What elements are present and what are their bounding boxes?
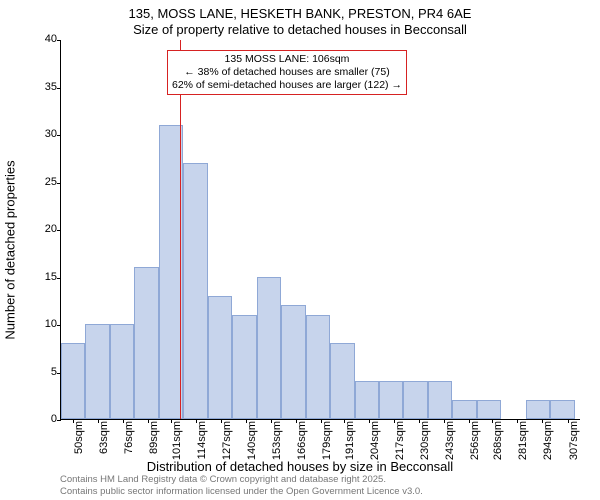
histogram-bar — [550, 400, 574, 419]
chart-title-line1: 135, MOSS LANE, HESKETH BANK, PRESTON, P… — [0, 6, 600, 21]
histogram-bar — [257, 277, 281, 420]
x-tick-label: 217sqm — [394, 419, 406, 460]
footer-line1: Contains HM Land Registry data © Crown c… — [60, 474, 423, 485]
histogram-bar — [208, 296, 232, 420]
x-tick-label: 140sqm — [246, 419, 258, 460]
chart-title-line2: Size of property relative to detached ho… — [0, 22, 600, 37]
x-tick-label: 166sqm — [296, 419, 308, 460]
y-tick-label: 40 — [45, 33, 61, 45]
histogram-bar — [183, 163, 207, 420]
x-tick-label: 101sqm — [171, 419, 183, 460]
x-tick-label: 243sqm — [444, 419, 456, 460]
histogram-bar — [61, 343, 85, 419]
histogram-bar — [452, 400, 476, 419]
histogram-bar — [330, 343, 354, 419]
x-axis-label: Distribution of detached houses by size … — [0, 459, 600, 474]
histogram-bar — [355, 381, 379, 419]
x-tick-label: 127sqm — [221, 419, 233, 460]
histogram-bar — [379, 381, 403, 419]
footer-line2: Contains public sector information licen… — [60, 486, 423, 497]
histogram-bar — [428, 381, 452, 419]
y-tick-label: 20 — [45, 223, 61, 235]
histogram-bar — [85, 324, 109, 419]
y-tick-label: 25 — [45, 176, 61, 188]
y-tick-label: 5 — [51, 366, 61, 378]
histogram-bar — [526, 400, 550, 419]
x-tick-label: 191sqm — [344, 419, 356, 460]
y-tick-label: 35 — [45, 81, 61, 93]
y-tick-label: 30 — [45, 128, 61, 140]
y-axis-label: Number of detached properties — [3, 160, 18, 339]
x-tick-label: 179sqm — [321, 419, 333, 460]
annotation-line1: 135 MOSS LANE: 106sqm — [172, 53, 402, 66]
property-marker-line — [180, 40, 181, 419]
y-tick-label: 15 — [45, 271, 61, 283]
property-size-histogram: 135, MOSS LANE, HESKETH BANK, PRESTON, P… — [0, 0, 600, 500]
chart-footer: Contains HM Land Registry data © Crown c… — [60, 474, 423, 497]
plot-area: 051015202530354050sqm63sqm76sqm89sqm101s… — [60, 40, 580, 420]
histogram-bar — [110, 324, 134, 419]
property-annotation: 135 MOSS LANE: 106sqm← 38% of detached h… — [167, 50, 407, 95]
histogram-bar — [306, 315, 330, 420]
x-tick-label: 50sqm — [73, 419, 85, 454]
histogram-bar — [232, 315, 256, 420]
y-tick-label: 0 — [51, 413, 61, 425]
x-tick-label: 76sqm — [123, 419, 135, 454]
x-tick-label: 230sqm — [419, 419, 431, 460]
x-tick-label: 294sqm — [542, 419, 554, 460]
x-tick-label: 63sqm — [98, 419, 110, 454]
histogram-bar — [403, 381, 427, 419]
histogram-bar — [134, 267, 158, 419]
annotation-line3: 62% of semi-detached houses are larger (… — [172, 79, 402, 92]
x-tick-label: 204sqm — [369, 419, 381, 460]
histogram-bar — [477, 400, 501, 419]
x-tick-label: 114sqm — [196, 419, 208, 459]
histogram-bar — [281, 305, 305, 419]
x-tick-label: 307sqm — [568, 419, 580, 460]
annotation-line2: ← 38% of detached houses are smaller (75… — [172, 66, 402, 79]
x-tick-label: 281sqm — [517, 419, 529, 460]
x-tick-label: 89sqm — [148, 419, 160, 454]
x-tick-label: 153sqm — [271, 419, 283, 460]
x-tick-label: 268sqm — [492, 419, 504, 460]
x-tick-label: 256sqm — [469, 419, 481, 460]
y-tick-label: 10 — [45, 318, 61, 330]
